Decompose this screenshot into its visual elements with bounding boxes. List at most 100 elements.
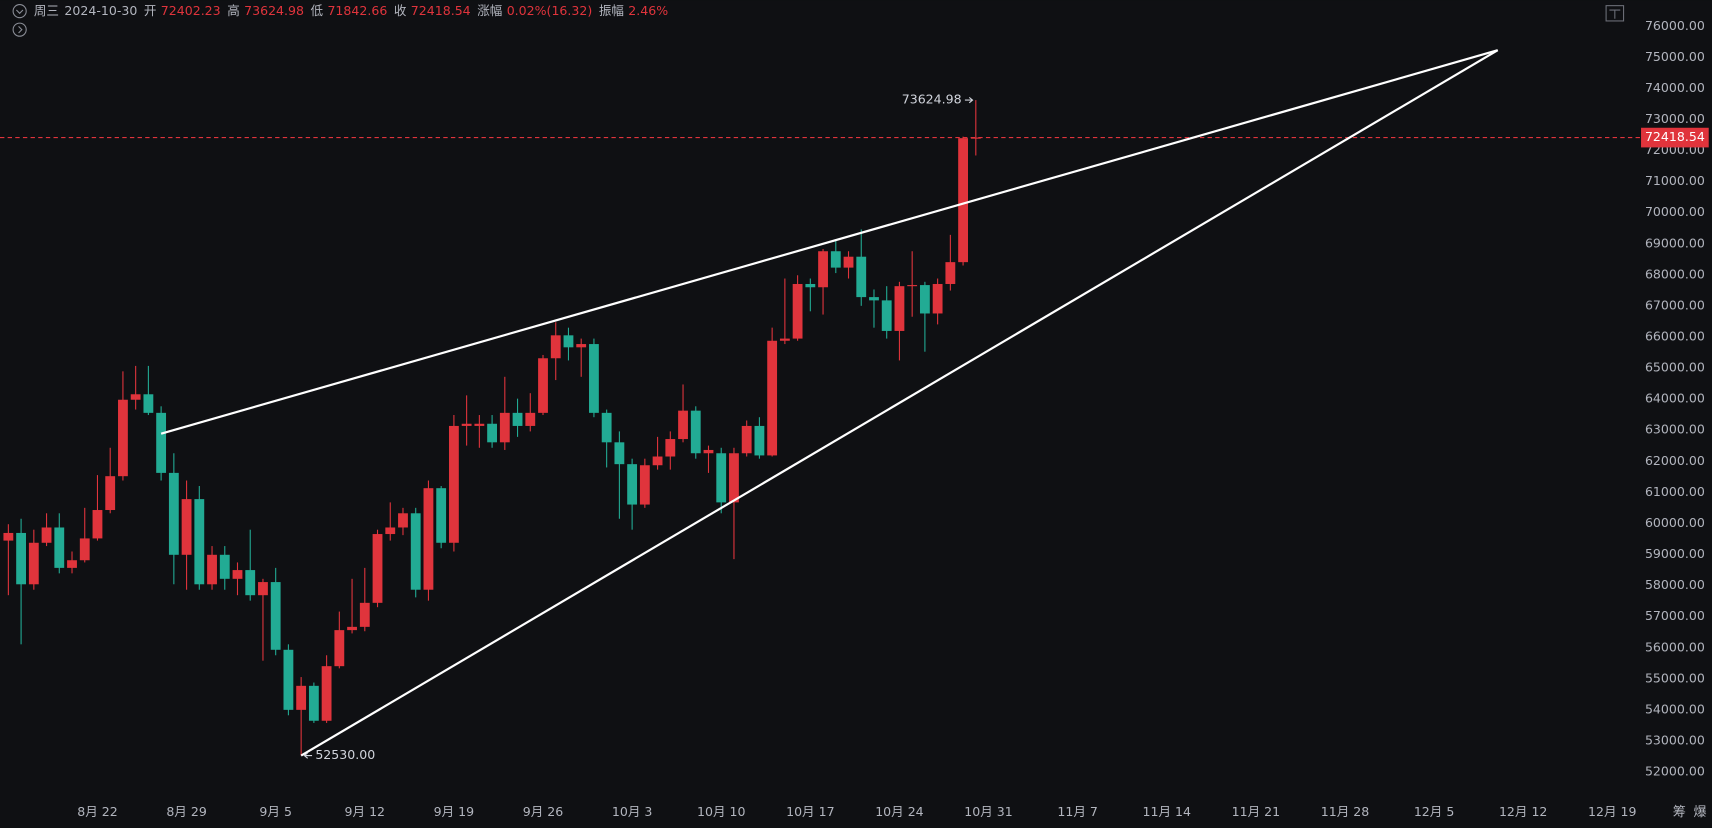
candle-body [550,335,561,359]
candle-body [398,513,408,528]
annotation-label: 73624.98 [902,92,962,107]
date: 2024-10-30 [64,3,137,18]
candle-body [181,499,192,555]
toolbar-button[interactable]: 爆 [1693,804,1706,820]
toolbar-button[interactable]: 筹 [1673,803,1686,820]
candle-body [79,538,90,561]
candle-body [792,283,803,339]
trendline [300,49,1499,757]
annotation-label: 52530.00 [315,747,375,762]
candle-body [919,285,930,314]
candle-body [907,285,918,287]
candle-body [894,286,905,331]
candle-body [156,412,167,473]
y-tick-label: 69000.00 [1645,235,1705,250]
weekday: 周三 [34,3,59,18]
annotation-arrow [964,96,974,104]
candle-body [754,425,765,456]
y-tick-label: 60000.00 [1645,515,1705,530]
field-value: 71842.66 [327,3,387,18]
ohlc-header: 周三 2024-10-30 开 72402.23 高 73624.98 低 71842.66 收… [34,3,668,18]
x-tick-label: 10月 3 [612,804,652,819]
candle-body [818,251,828,288]
y-tick-label: 65000.00 [1645,360,1705,375]
candle-body [576,344,587,348]
candle-body [105,476,116,511]
y-tick-label: 63000.00 [1645,422,1705,437]
layout-icon [1609,9,1621,19]
y-tick-label: 64000.00 [1645,391,1705,406]
candle-body [487,423,498,443]
candle-body [499,412,510,443]
candle-body [118,399,128,477]
candle-body [538,358,548,413]
candle-body [28,542,39,585]
candle-body [741,425,752,454]
candle-body [67,560,77,568]
candle-body [270,582,281,650]
y-tick-label: 74000.00 [1645,80,1705,95]
candle-body [92,510,103,539]
candle-body [308,685,319,721]
y-tick-label: 76000.00 [1645,18,1705,33]
y-tick-label: 73000.00 [1645,111,1705,126]
field-label: 开 [144,3,157,18]
candle-body [385,527,396,535]
y-tick-label: 66000.00 [1645,329,1705,344]
layout-button[interactable] [1605,5,1625,22]
collapse-button[interactable] [12,4,27,19]
x-tick-label: 9月 5 [259,804,292,819]
field-value: 73624.98 [244,3,304,18]
y-tick-label: 55000.00 [1645,670,1705,685]
candle-body [130,394,141,400]
expand-icon [18,26,23,34]
candle-body [423,488,434,590]
candle-body [245,570,256,596]
field-label: 收 [394,3,407,18]
y-tick-label: 57000.00 [1645,608,1705,623]
candle-body [474,423,485,426]
candle-body [627,464,638,505]
candle-body [410,513,421,590]
candle-body [779,338,790,341]
field-value: 72418.54 [411,3,471,18]
x-tick-label: 9月 19 [434,804,475,819]
y-tick-label: 58000.00 [1645,577,1705,592]
candle-body [716,453,727,503]
candle-body [461,423,472,426]
x-tick-label: 8月 22 [77,804,117,819]
annotation-arrow [303,752,313,759]
candle-body [436,488,447,543]
field-label: 涨幅 [477,3,502,18]
y-tick-label: 53000.00 [1645,732,1705,747]
candle-body [143,394,154,413]
x-tick-label: 9月 12 [345,804,385,819]
candle-body [703,449,714,454]
candle-body [881,300,892,331]
candle-body [232,570,243,579]
trendline [160,49,1499,435]
candle-body [805,283,816,288]
candle-body [512,412,523,426]
candle-body [767,340,778,456]
y-tick-label: 52000.00 [1645,764,1705,779]
x-tick-label: 11月 21 [1232,804,1280,819]
candle-body [448,425,459,543]
candle-body [690,410,701,454]
x-tick-label: 10月 10 [697,804,745,819]
x-tick-label: 10月 31 [964,804,1012,819]
candle-body [283,649,294,710]
candle-body [321,666,332,721]
expand-button[interactable] [12,22,27,37]
candle-body [563,335,574,348]
candle-body [219,554,230,579]
x-tick-label: 12月 19 [1588,804,1636,819]
field-label: 高 [227,3,240,18]
candle-body [958,138,968,263]
candle-body [168,472,179,555]
field-value: 2.46% [628,3,668,18]
y-tick-label: 56000.00 [1645,639,1705,654]
y-tick-label: 68000.00 [1645,266,1705,281]
candle-body [3,532,14,541]
